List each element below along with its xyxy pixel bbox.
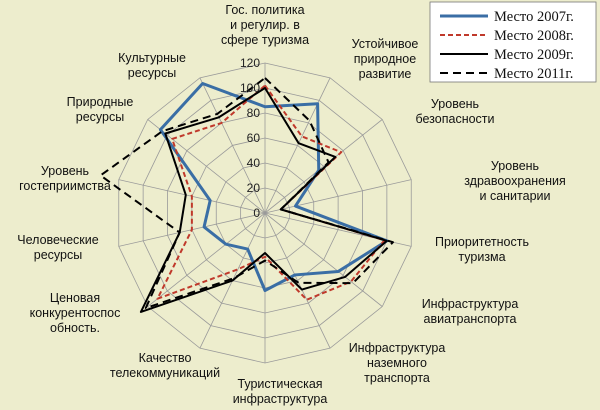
spoke-1	[264, 77, 331, 214]
category-label-11: Уровень гостеприимства	[19, 164, 111, 193]
tick-label-20: 20	[247, 181, 261, 195]
tick-labels: 0 20 40 60 80 100 120	[240, 56, 260, 220]
spoke-13	[199, 77, 266, 214]
category-label-7: Туристическая инфраструктура	[233, 377, 328, 406]
spoke-12	[147, 119, 266, 214]
tick-label-40: 40	[247, 156, 261, 170]
category-label-8: Качество телекоммуникаций	[110, 351, 220, 380]
category-label-12: Природные ресурсы	[67, 95, 134, 124]
legend-label-1: Место 2008г.	[494, 28, 574, 44]
category-label-2: Уровень безопасности	[415, 97, 494, 126]
legend: Место 2007г. Место 2008г. Место 2009г. Мест…	[429, 1, 597, 83]
series-line-1	[156, 84, 386, 301]
category-label-4: Приоритетность туризма	[435, 235, 529, 264]
legend-label-3: Место 2011г.	[494, 66, 573, 82]
spoke-2	[264, 119, 383, 214]
category-label-10: Человеческие ресурсы	[17, 233, 98, 262]
tick-label-120: 120	[240, 56, 260, 70]
tick-label-80: 80	[247, 106, 261, 120]
series-line-3	[99, 77, 394, 310]
series-layer	[99, 77, 394, 313]
spoke-6	[264, 212, 331, 349]
category-labels: Гос. политика и регулир. в сфере туризма Ус…	[17, 3, 566, 406]
category-label-6: Инфраструктура наземного транспорта	[349, 341, 446, 385]
category-label-3: Уровень здравоохранения и санитарии	[464, 159, 566, 203]
spoke-9	[147, 212, 266, 307]
spoke-3	[264, 179, 412, 214]
category-label-5: Инфраструктура авиатранспорта	[422, 297, 519, 326]
spoke-5	[264, 212, 383, 307]
tick-label-60: 60	[247, 131, 261, 145]
category-label-1: Устойчивое природное развитие	[352, 37, 419, 81]
tick-label-100: 100	[240, 81, 260, 95]
category-label-9: Ценовая конкурентоспос обность.	[30, 291, 121, 335]
tick-label-0: 0	[253, 206, 260, 220]
series-line-0	[158, 81, 389, 292]
category-label-13: Культурные ресурсы	[118, 51, 186, 80]
legend-label-2: Место 2009г.	[494, 47, 574, 63]
category-label-0: Гос. политика и регулир. в сфере туризма	[221, 3, 309, 47]
legend-label-0: Место 2007г.	[494, 9, 574, 25]
series-line-2	[139, 87, 388, 313]
